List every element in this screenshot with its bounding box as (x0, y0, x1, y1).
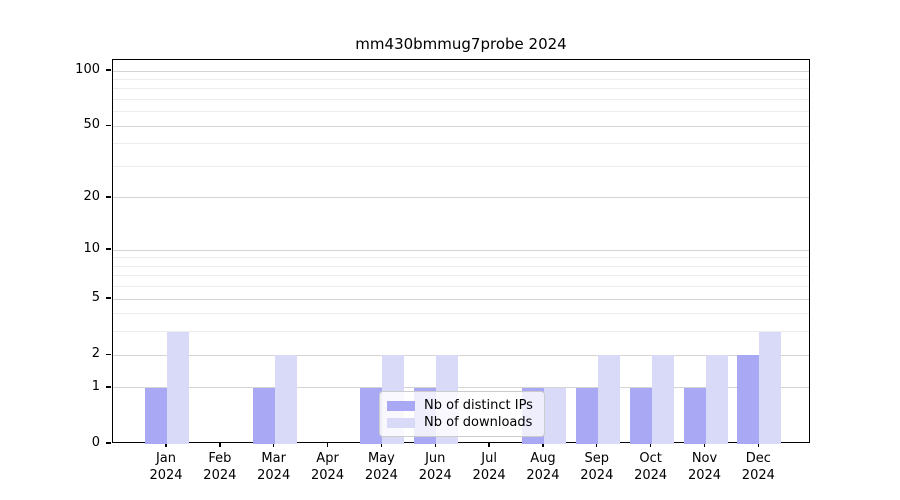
x-tick-label: May 2024 (364, 451, 398, 483)
x-tick-mark (488, 443, 490, 447)
bar-downloads-jan (167, 331, 189, 444)
x-tick-mark (649, 443, 652, 447)
minor-gridline (113, 257, 809, 259)
bar-distinct-ips-oct (629, 387, 652, 444)
x-tick-label: Jun 2024 (418, 451, 452, 483)
y-tick-mark (106, 297, 111, 299)
y-tick-label: 1 (91, 378, 100, 394)
major-gridline (113, 70, 809, 72)
x-tick-mark (434, 443, 436, 447)
bar-distinct-ips-mar (252, 387, 275, 444)
legend-item-distinct-ips: Nb of distinct IPs (387, 397, 536, 414)
minor-gridline (113, 275, 809, 277)
x-tick-mark (326, 443, 329, 447)
plot-area: Nb of distinct IPs Nb of downloads (112, 59, 810, 444)
y-tick-label: 10 (83, 241, 100, 257)
legend-swatch-downloads (387, 417, 415, 428)
minor-gridline (113, 313, 809, 315)
x-tick-mark (219, 443, 221, 447)
major-gridline (113, 387, 809, 389)
y-tick-mark (106, 124, 111, 126)
minor-gridline (113, 98, 809, 100)
y-tick-label: 0 (91, 435, 100, 450)
x-tick-label: Mar 2024 (257, 451, 291, 483)
legend-swatch-distinct-ips (387, 400, 415, 411)
x-tick-label: Sep 2024 (580, 451, 614, 483)
y-tick-label: 2 (91, 346, 100, 362)
chart-title: mm430bmmug7probe 2024 (355, 35, 567, 53)
major-gridline (113, 298, 809, 300)
bar-distinct-ips-dec (737, 355, 760, 444)
x-tick-label: Nov 2024 (687, 451, 722, 483)
major-gridline (113, 197, 809, 199)
y-tick-label: 50 (83, 117, 100, 133)
major-gridline (113, 125, 809, 127)
y-tick-label: 100 (75, 62, 100, 77)
y-tick-label: 20 (83, 188, 100, 204)
x-tick-label: Jul 2024 (472, 451, 506, 483)
minor-gridline (113, 78, 809, 80)
x-tick-mark (757, 443, 760, 447)
x-tick-label: Jan 2024 (149, 451, 183, 483)
bar-distinct-ips-sep (575, 387, 598, 444)
legend-item-downloads: Nb of downloads (387, 414, 536, 431)
y-tick-mark (106, 386, 111, 388)
legend: Nb of distinct IPs Nb of downloads (379, 391, 545, 437)
bar-downloads-mar (274, 355, 297, 444)
y-tick-mark (106, 69, 111, 71)
major-gridline (113, 354, 809, 356)
x-tick-mark (542, 443, 544, 447)
legend-label-downloads: Nb of downloads (424, 415, 533, 430)
x-tick-label: Apr 2024 (311, 451, 345, 483)
bar-distinct-ips-may (360, 387, 383, 444)
bar-downloads-aug (543, 387, 566, 444)
minor-gridline (113, 165, 809, 167)
minor-gridline (113, 111, 809, 113)
y-tick-mark (106, 442, 111, 444)
x-tick-mark (380, 443, 383, 447)
minor-gridline (113, 143, 809, 145)
x-tick-mark (273, 443, 275, 447)
bar-downloads-dec (759, 331, 782, 444)
x-tick-mark (596, 443, 598, 447)
y-tick-label: 5 (91, 290, 100, 306)
major-gridline (113, 249, 809, 251)
x-tick-label: Oct 2024 (634, 451, 668, 483)
minor-gridline (113, 88, 809, 90)
y-tick-mark (106, 353, 111, 355)
x-tick-label: Feb 2024 (203, 451, 237, 483)
x-tick-mark (165, 443, 167, 447)
x-tick-label: Dec 2024 (741, 451, 775, 483)
bar-downloads-oct (651, 355, 674, 444)
bar-downloads-sep (597, 355, 620, 444)
x-tick-label: Aug 2024 (526, 451, 560, 483)
x-tick-mark (703, 443, 706, 447)
bar-distinct-ips-jan (145, 387, 167, 444)
minor-gridline (113, 286, 809, 288)
y-tick-mark (106, 248, 111, 250)
bar-downloads-nov (705, 355, 728, 444)
bar-distinct-ips-nov (683, 387, 706, 444)
minor-gridline (113, 265, 809, 267)
y-tick-mark (106, 196, 111, 198)
legend-label-distinct-ips: Nb of distinct IPs (424, 398, 533, 413)
minor-gridline (113, 331, 809, 333)
